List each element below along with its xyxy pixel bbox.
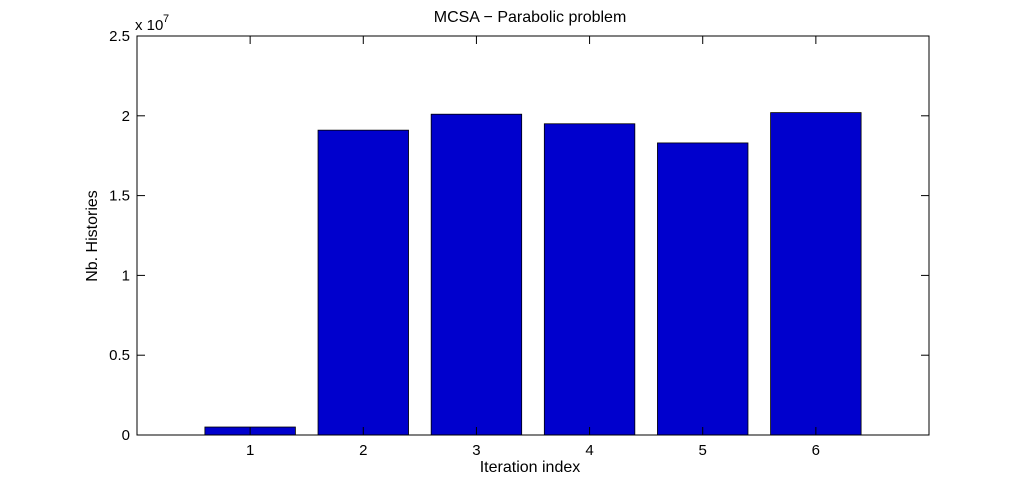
y-axis-ticks: 0 0.5 1 1.5 2 2.5 xyxy=(109,28,929,444)
x-axis-title: Iteration index xyxy=(480,459,581,476)
bar-4 xyxy=(543,123,636,436)
bars-group xyxy=(204,112,862,436)
x-tick-label: 4 xyxy=(585,442,593,459)
bar-5 xyxy=(657,142,749,436)
x-tick-label: 6 xyxy=(812,442,820,459)
x-tick-label: 5 xyxy=(699,442,707,459)
y-tick-label: 1.5 xyxy=(109,188,130,205)
plot-area-frame xyxy=(136,35,930,436)
y-tick-label: 0.5 xyxy=(109,347,130,364)
x-axis-ticks: 1 2 3 4 5 6 xyxy=(246,36,820,459)
bar-3 xyxy=(430,113,523,436)
y-axis-title: Nb. Histories xyxy=(84,190,101,282)
y-axis-multiplier: x 10 7 xyxy=(135,13,169,34)
x-tick-label: 2 xyxy=(359,442,367,459)
y-multiplier-base: x 10 xyxy=(135,17,163,34)
bar-2 xyxy=(317,129,409,436)
y-tick-label: 2.5 xyxy=(109,28,130,45)
y-tick-label: 1 xyxy=(122,267,130,284)
y-tick-label: 0 xyxy=(122,427,130,444)
y-tick-label: 2 xyxy=(122,108,130,125)
x-tick-label: 1 xyxy=(246,442,254,459)
chart-title: MCSA − Parabolic problem xyxy=(434,9,627,26)
y-multiplier-exponent: 7 xyxy=(163,13,169,25)
x-tick-label: 3 xyxy=(472,442,480,459)
bar-6 xyxy=(770,112,862,436)
